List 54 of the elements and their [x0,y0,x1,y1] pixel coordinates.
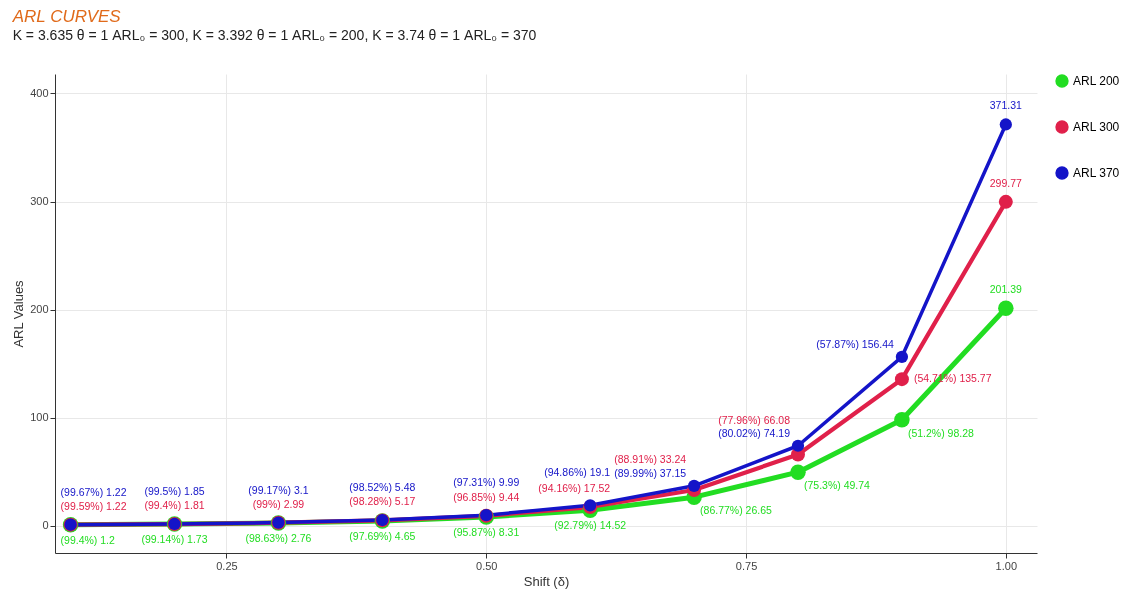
data-label: (94.86%) 19.1 [544,466,611,479]
data-label: (57.87%) 156.44 [816,337,895,350]
point [894,411,910,428]
y-tick-label: 300 [30,195,49,208]
data-label: (95.87%) 8.31 [453,525,520,538]
point [791,439,805,452]
point [998,300,1014,316]
data-label: (94.16%) 17.52 [538,482,611,495]
data-label: (98.63%) 2.76 [245,531,312,544]
y-tick-label: 400 [30,86,49,99]
data-label: 299.77 [989,176,1023,189]
data-label: (97.31%) 9.99 [453,476,520,489]
point [999,118,1012,131]
data-label: (99.14%) 1.73 [141,533,208,546]
x-tick-label: 0.75 [735,559,758,572]
legend-label: ARL 370 [1073,166,1120,180]
data-label: (86.77%) 26.65 [700,504,773,517]
x-axis-title: Shift (δ) [523,573,570,589]
point [998,194,1013,209]
legend-label: ARL 300 [1073,120,1120,134]
x-tick-label: 0.25 [216,559,238,572]
data-label: (99.67%) 1.22 [60,485,127,498]
point [790,464,806,480]
y-axis-title: ARL Values [11,279,27,348]
data-label: 371.31 [989,99,1023,112]
legend-label: ARL 200 [1073,74,1120,88]
point [687,479,701,492]
data-label: (99%) 2.99 [252,497,305,510]
chart-title: ARL CURVES [11,7,122,26]
x-tick-label: 0.50 [476,559,498,572]
y-tick-label: 100 [30,411,49,424]
data-label: (92.79%) 14.52 [554,519,627,532]
data-label: (99.59%) 1.22 [60,499,127,512]
data-label: (89.99%) 37.15 [614,466,687,479]
data-label: (77.96%) 66.08 [718,413,791,426]
x-tick-label: 1.00 [995,559,1018,572]
data-label: (99.17%) 3.1 [248,483,309,496]
data-label: (99.4%) 1.81 [144,499,205,512]
data-label: (99.4%) 1.2 [60,533,116,546]
data-label: 201.39 [989,283,1023,296]
data-label: (80.02%) 74.19 [718,426,791,439]
data-label: (97.69%) 4.65 [349,529,416,542]
y-tick-label: 0 [42,519,49,532]
data-label: (98.28%) 5.17 [349,495,416,508]
data-label: (96.85%) 9.44 [453,490,520,503]
data-label: (51.2%) 98.28 [907,426,975,439]
chart-subtitle: K = 3.635 θ = 1 ARL₀ = 300, K = 3.392 θ = 1 ARL₀ = 200, K = 3.74 θ = 1 ARL₀ = 370 [12,27,537,43]
data-label: (75.3%) 49.74 [803,479,871,492]
point [895,350,909,363]
data-label: (88.91%) 33.24 [614,453,687,466]
point [894,372,909,387]
data-label: (99.5%) 1.85 [144,484,205,497]
y-tick-label: 200 [30,303,49,316]
data-label: (98.52%) 5.48 [349,481,416,494]
